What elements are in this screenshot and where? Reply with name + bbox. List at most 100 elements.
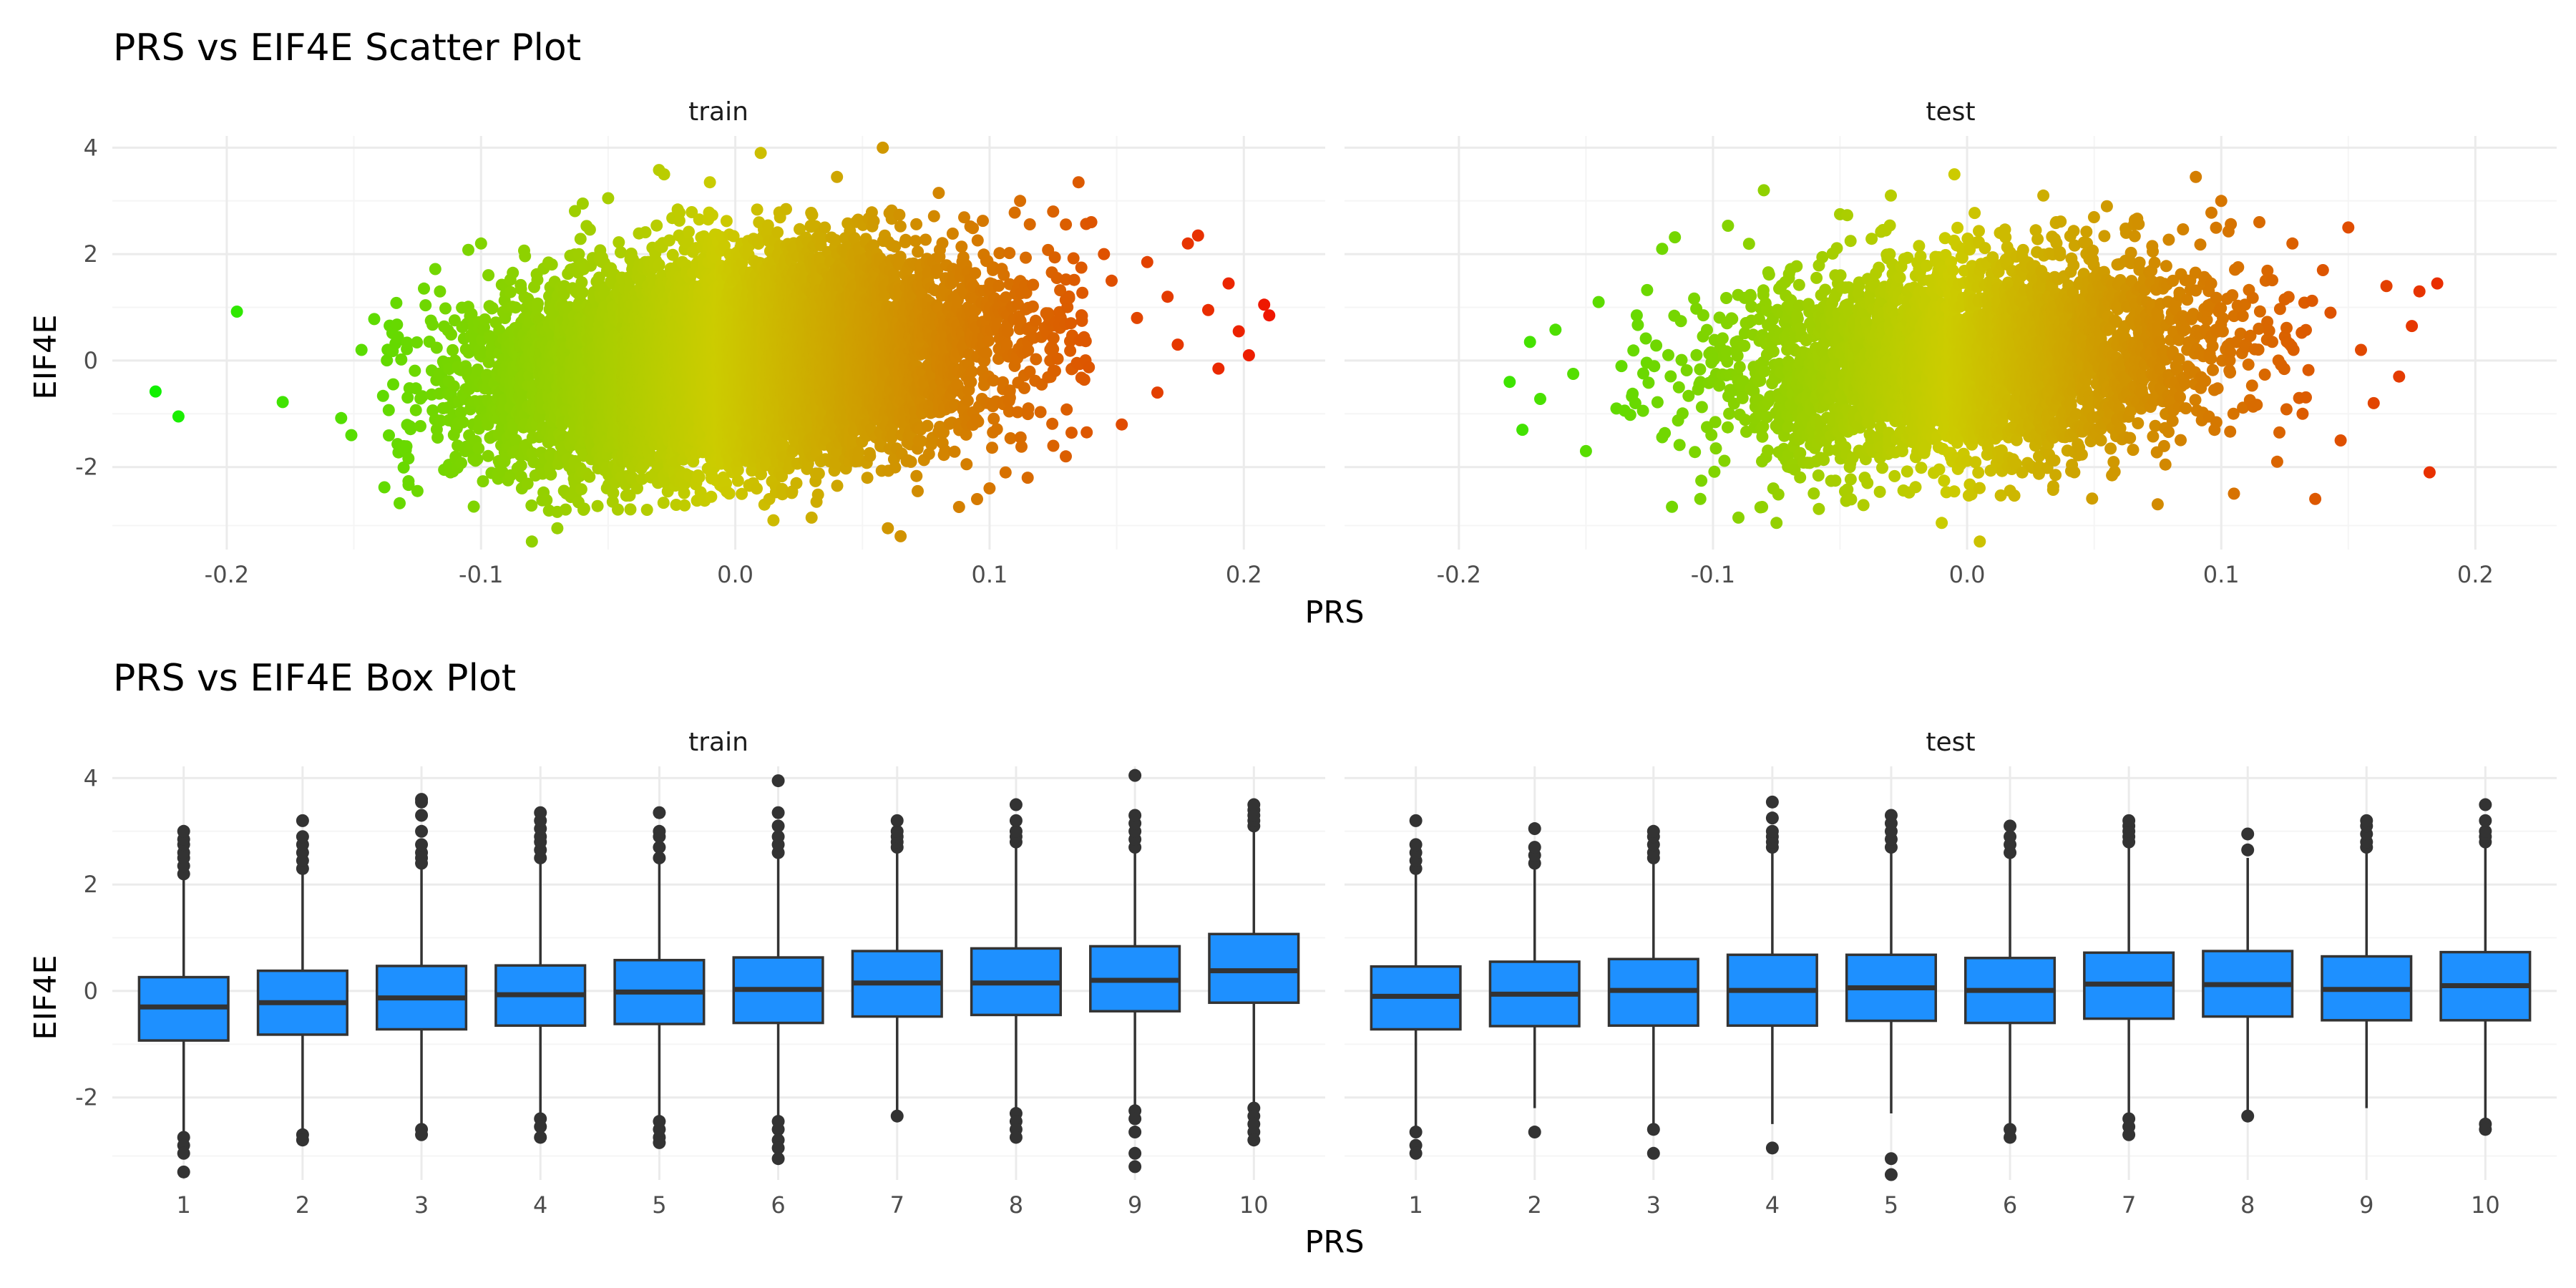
scatter-point <box>447 343 459 356</box>
scatter-point <box>650 219 663 232</box>
scatter-point <box>429 263 441 275</box>
scatter-point <box>640 504 653 516</box>
scatter-point <box>519 250 532 263</box>
scatter-point <box>532 297 544 310</box>
scatter-point <box>402 479 415 492</box>
scatter-point <box>454 406 467 419</box>
scatter-point <box>551 522 564 535</box>
scatter-point <box>383 429 395 441</box>
scatter-point <box>486 302 499 314</box>
scatter-panel-train-strip-label: train <box>688 97 748 127</box>
scatter-point <box>355 343 368 356</box>
scatter-point <box>472 442 485 455</box>
scatter-point <box>482 269 495 282</box>
scatter-point <box>409 404 422 416</box>
scatter-point <box>419 299 432 312</box>
scatter-point <box>509 301 522 314</box>
scatter-point <box>723 487 736 500</box>
scatter-point <box>445 328 457 341</box>
scatter-point <box>509 434 522 447</box>
scatter-point <box>467 500 480 513</box>
scatter-point <box>172 410 185 423</box>
scatter-point <box>381 354 394 367</box>
scatter-point <box>624 503 637 516</box>
scatter-point <box>395 353 408 366</box>
scatter-point <box>531 273 544 286</box>
scatter-point <box>574 233 587 245</box>
scatter-point <box>474 237 487 250</box>
scatter-point <box>230 306 243 318</box>
scatter-point <box>462 243 474 256</box>
scatter-point <box>482 449 494 462</box>
scatter-point <box>479 313 492 326</box>
scatter-point <box>683 225 695 238</box>
scatter-point <box>276 396 289 409</box>
scatter-point <box>401 391 414 404</box>
scatter-point <box>612 503 624 516</box>
scatter-point <box>387 378 399 391</box>
scatter-point <box>607 487 620 499</box>
scatter-point <box>401 336 414 349</box>
scatter-point <box>545 468 557 481</box>
scatter-point <box>575 483 587 496</box>
scatter-point <box>720 215 733 228</box>
scatter-point <box>394 497 406 509</box>
scatter-point <box>577 502 590 515</box>
scatter-point <box>411 484 424 497</box>
scatter-point <box>447 380 460 393</box>
scatter-point <box>457 416 469 429</box>
scatter-point <box>402 452 415 465</box>
scatter-point <box>576 286 589 299</box>
scatter-point <box>378 481 391 494</box>
scatter-point <box>545 258 558 271</box>
scatter-point <box>368 313 381 326</box>
scatter-point <box>576 197 589 210</box>
scatter-chart: PRS vs EIF4E Scatter Plot train -0.2 -0.1… <box>28 26 2557 630</box>
scatter-point <box>404 423 417 436</box>
scatter-chart-title: PRS vs EIF4E Scatter Plot <box>113 26 581 69</box>
scatter-point <box>731 474 744 487</box>
scatter-point <box>376 389 389 402</box>
scatter-point <box>525 535 538 548</box>
scatter-point <box>431 431 444 444</box>
scatter-point <box>335 411 348 424</box>
scatter-point <box>345 429 358 441</box>
scatter-point <box>433 387 446 400</box>
scatter-point <box>439 302 452 315</box>
scatter-point <box>382 404 395 416</box>
scatter-point <box>591 499 604 512</box>
scatter-point <box>397 461 410 474</box>
scatter-point <box>414 420 426 432</box>
scatter-point <box>673 206 686 219</box>
scatter-point <box>525 499 538 512</box>
scatter-point <box>391 318 404 331</box>
scatter-point <box>391 331 404 343</box>
scatter-point <box>658 168 670 181</box>
scatter-point <box>540 494 553 507</box>
scatter-point <box>416 390 429 403</box>
scatter-point <box>434 285 447 298</box>
scatter-point <box>504 286 517 298</box>
scatter-point <box>703 176 716 189</box>
scatter-point <box>390 296 403 309</box>
scatter-train-points <box>149 141 1276 548</box>
scatter-point <box>560 503 572 516</box>
scatter-point <box>400 440 413 453</box>
scatter-point <box>705 490 718 503</box>
scatter-point <box>639 226 652 239</box>
scatter-point <box>521 477 534 490</box>
scatter-point <box>507 266 519 279</box>
scatter-point <box>693 471 706 484</box>
scatter-point <box>430 341 443 354</box>
scatter-point <box>678 499 691 512</box>
scatter-point <box>418 282 430 295</box>
scatter-point <box>706 209 718 222</box>
scatter-point <box>602 192 615 205</box>
scatter-point <box>409 364 421 377</box>
scatter-point <box>426 318 439 331</box>
scatter-point <box>526 447 539 459</box>
scatter-point <box>657 497 670 509</box>
scatter-point <box>653 258 665 271</box>
scatter-point <box>583 223 596 236</box>
